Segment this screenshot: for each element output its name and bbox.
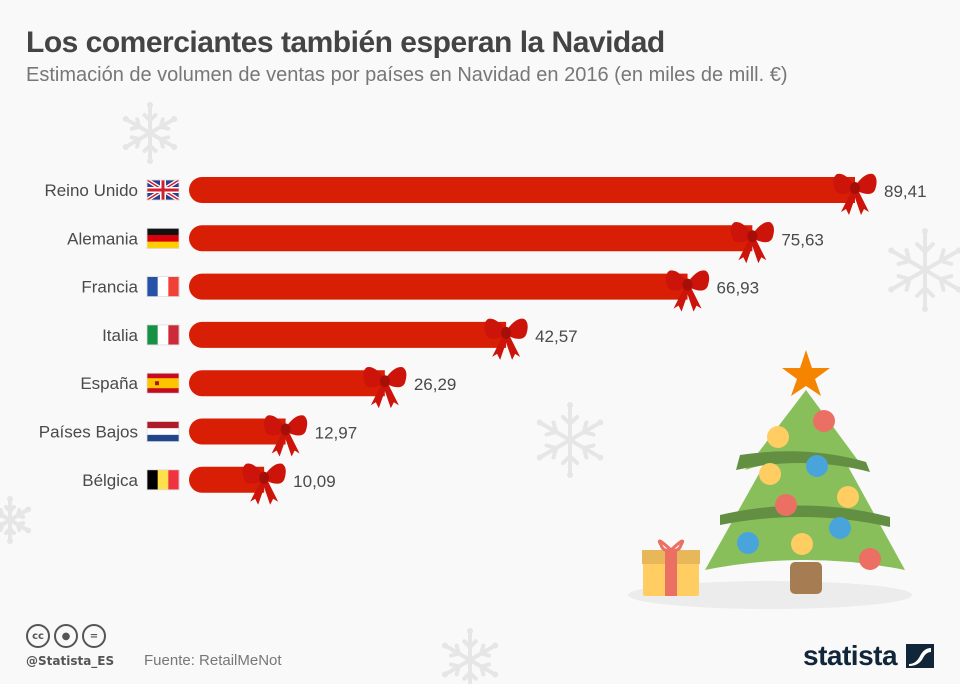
snowflake-icon <box>536 402 604 478</box>
bar-row: Alemania 75,63 <box>67 222 824 264</box>
flag-icon-de <box>146 227 180 249</box>
bar <box>189 225 753 252</box>
flag-icon-nl <box>146 421 180 442</box>
ornament-icon <box>775 494 797 516</box>
tree-layer <box>736 451 870 472</box>
bow-icon <box>484 318 528 360</box>
tree-body <box>705 390 905 570</box>
tree-trunk <box>790 562 822 594</box>
bar-row: Países Bajos 12,97 <box>39 415 358 457</box>
tree-layer <box>720 505 890 527</box>
ornament-icon <box>859 548 881 570</box>
decorations <box>0 102 960 684</box>
flag-icon-fr <box>146 276 180 298</box>
star-icon <box>782 350 830 396</box>
chart-title: Los comerciantes también esperan la Navi… <box>26 26 665 59</box>
tree-top <box>745 390 865 470</box>
bar <box>189 177 855 203</box>
bar <box>189 321 507 348</box>
no-derivatives-icon: = <box>82 624 106 648</box>
value-label: 12,97 <box>315 424 358 443</box>
ornament-icon <box>791 533 813 555</box>
license-icons: cc ● = <box>26 624 106 648</box>
source-text: Fuente: RetailMeNot <box>144 652 282 669</box>
bow-icon <box>730 222 774 264</box>
value-label: 66,93 <box>717 279 760 298</box>
category-label: Bélgica <box>82 471 138 490</box>
category-label: Reino Unido <box>44 181 138 200</box>
bars-group: Reino Unido 89,41 Alemania 75,63 Francia 66,9… <box>39 173 927 505</box>
ornament-icon <box>806 455 828 477</box>
bow-icon <box>833 173 877 215</box>
gift-ribbon <box>665 550 677 596</box>
bar-row: Italia 42,57 <box>102 318 578 360</box>
category-label: Alemania <box>67 229 138 248</box>
bar-row: Francia 66,93 <box>81 270 760 312</box>
flag-icon-uk <box>145 178 181 202</box>
cc-icon: cc <box>26 624 50 648</box>
value-label: 75,63 <box>781 230 824 249</box>
bar <box>189 273 688 300</box>
bar-row: Bélgica 10,09 <box>82 463 336 505</box>
chart-subtitle: Estimación de volumen de ventas por país… <box>26 64 788 86</box>
flag-icon-it <box>146 324 180 346</box>
value-label: 89,41 <box>884 182 927 201</box>
snowflake-icon <box>888 228 960 312</box>
ornament-icon <box>759 463 781 485</box>
snowflake-icon <box>122 102 178 164</box>
ornament-icon <box>837 486 859 508</box>
bar-row: Reino Unido 89,41 <box>44 173 927 215</box>
category-label: Italia <box>102 326 138 345</box>
snowflake-icon <box>441 628 499 684</box>
ornament-icon <box>813 410 835 432</box>
category-label: Francia <box>81 278 138 297</box>
flag-icon-es <box>146 372 180 394</box>
bow-icon <box>363 366 407 409</box>
statista-logo[interactable]: statista <box>803 640 898 671</box>
value-label: 42,57 <box>535 327 578 346</box>
bar <box>189 370 385 397</box>
ornament-icon <box>829 517 851 539</box>
ornament-icon <box>767 426 789 448</box>
bow-icon <box>242 463 286 505</box>
statista-logo-icon <box>906 644 934 668</box>
bow-icon <box>264 415 308 457</box>
category-label: Países Bajos <box>39 423 138 442</box>
gift-bow <box>657 539 685 552</box>
value-label: 26,29 <box>414 375 457 394</box>
category-label: España <box>80 374 138 393</box>
flag-icon-be <box>146 469 180 491</box>
ornament-icon <box>737 532 759 554</box>
snowflake-icon <box>0 496 32 544</box>
bow-icon <box>665 270 710 312</box>
value-label: 10,09 <box>293 472 336 491</box>
twitter-handle[interactable]: @Statista_ES <box>26 654 115 668</box>
bar-row: España 26,29 <box>80 366 457 409</box>
bar <box>189 418 286 445</box>
attribution-icon: ● <box>54 624 78 648</box>
